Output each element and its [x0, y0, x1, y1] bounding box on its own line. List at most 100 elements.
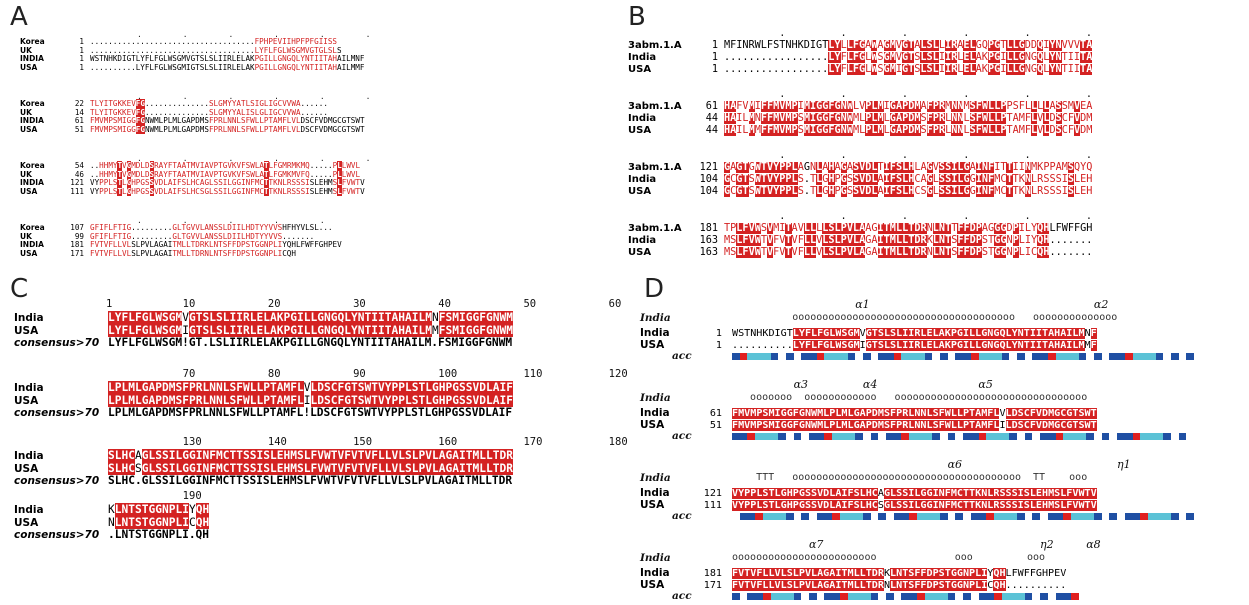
accessibility-cell — [832, 433, 840, 440]
sequence-start-number: 1 — [711, 64, 718, 75]
accessibility-cell — [893, 433, 902, 440]
sequence-start-number: 44 — [705, 125, 718, 136]
sequence-residues: WSTNHKDIGTLYFLFGLWSGMVGTSLSLIIRLELAKPGIL… — [732, 328, 1097, 339]
accessibility-cell — [886, 433, 894, 440]
accessibility-cell — [1094, 513, 1102, 520]
accessibility-cell — [1078, 513, 1087, 520]
sequence-residues: MSLFVWTVFVTVFLLVLSLPVLAGAITMLLTDRKLNTSFF… — [724, 235, 1093, 246]
accessibility-cell — [1117, 433, 1125, 440]
accessibility-cell — [801, 353, 810, 360]
alignment-row: India 163 MSLFVWTVFVTVFLLVLSLPVLAGAITMLLTD… — [620, 235, 1092, 247]
accessibility-cell — [1040, 513, 1048, 520]
position-tick-label: 190 — [182, 490, 202, 502]
alignment-row: USA 163 MSLFVWTVFVTVFLLVLSLPVLAGAITMLLTDRN… — [620, 247, 1092, 259]
accessibility-cell — [732, 593, 740, 600]
alignment-row: Korea 54 ..HHMYTVGMDLDSRAYFTAATMVIAVPTGVKV… — [0, 161, 361, 171]
accessibility-label: acc — [672, 430, 692, 442]
accessibility-cell — [839, 593, 848, 600]
helix-label: α5 — [978, 378, 993, 391]
accessibility-cell — [909, 353, 917, 360]
accessibility-cell — [963, 433, 971, 440]
sequence-start-number: 14 — [74, 107, 84, 117]
block-marker-dots: . . . . . . — [96, 91, 371, 101]
alignment-row: INDIA 61 FMVMPSMIGGFGNWMLPLMLGAPDMSFPRLNNL… — [0, 116, 365, 126]
accessibility-cell — [1017, 513, 1025, 520]
accessibility-cell — [1001, 433, 1010, 440]
sequence-residues: ..HHMYTVGMDLDSRAYFTAATMVIAVPTGVKVFSWLATL… — [90, 161, 361, 170]
accessibility-cell — [1178, 353, 1187, 360]
accessibility-cell — [1086, 513, 1095, 520]
sequence-residues: SLHCAGLSSILGGINFMCTTSSISLEHMSLFVWTVFVTVF… — [108, 449, 513, 462]
accessibility-cell — [755, 593, 763, 600]
accessibility-cell — [1047, 593, 1056, 600]
sequence-name: USA — [14, 394, 39, 407]
accessibility-label: acc — [672, 510, 692, 522]
accessibility-cell — [1109, 513, 1118, 520]
accessibility-cell — [1086, 353, 1095, 360]
accessibility-cell — [1040, 433, 1048, 440]
accessibility-cell — [824, 433, 833, 440]
sequence-residues: GCGTSWTVYPPLS.TLGHPGSSVDLAIFSLHCSGLSSILG… — [724, 186, 1093, 197]
position-tick-label: 180 — [608, 436, 628, 448]
consensus-label: consensus>70 — [14, 407, 100, 419]
accessibility-cell — [732, 433, 740, 440]
sequence-name: 3abm.1.A — [628, 40, 682, 51]
sequence-start-number: 99 — [74, 231, 84, 241]
accessibility-cell — [793, 433, 802, 440]
sequence-residues: FMVMPSMIGGFGNWMLPLMLGAPDMSFPRLNNLSFWLLPT… — [90, 124, 365, 134]
accessibility-cell — [1155, 353, 1164, 360]
alignment-row: USA NLNTSTGGNPLICQH — [0, 515, 210, 530]
sequence-name: India — [14, 450, 44, 462]
consensus-sequence: .LNTSTGGNPLI.QH — [108, 528, 210, 541]
position-tick-label: 130 — [182, 436, 202, 448]
sequence-residues: KLNTSTGGNPLIYQH — [108, 503, 210, 516]
accessibility-cell — [1040, 353, 1048, 360]
accessibility-cell — [732, 513, 740, 520]
panel-b: B . . . . . . 3abm.1.A 1 MFINRWLFSTNHKDIGTL… — [620, 0, 1249, 275]
sequence-residues: ....................................FPHP… — [90, 37, 337, 46]
accessibility-cell — [1032, 353, 1041, 360]
sequence-start-number: 181 — [699, 223, 718, 234]
sequence-name: USA — [20, 124, 38, 134]
accessibility-cell — [978, 593, 987, 600]
accessibility-cell — [1078, 433, 1087, 440]
accessibility-cell — [1140, 513, 1148, 520]
consensus-sequence: LPLMLGAPDMSFPRLNNLSFWLLPTAMFL!LDSCFGTSWT… — [108, 406, 513, 419]
accessibility-cell — [739, 593, 748, 600]
accessibility-cell — [1070, 513, 1079, 520]
accessibility-cell — [862, 593, 871, 600]
alignment-row: INDIA 181 FVTVFLLVLSLPVLAGAITMLLTDRKLNTSFF… — [0, 240, 342, 250]
sequence-residues: FVTVFLLVLSLPVLAGAITMLLTDRKLNTSFFDPSTGGNP… — [732, 568, 1067, 579]
alignment-row: India LYFLFGLWSGMVGTSLSLIIRLELAKPGILLGNGQ… — [0, 311, 513, 325]
accessibility-cell — [1017, 433, 1025, 440]
accessibility-cell — [847, 513, 856, 520]
sequence-name: 3abm.1.A — [628, 162, 682, 173]
accessibility-cell — [1040, 593, 1048, 600]
accessibility-cell — [793, 593, 802, 600]
accessibility-cell — [1032, 593, 1041, 600]
secondary-structure-name: India — [640, 392, 671, 404]
sequence-residues: MSLFVWTVFVTVFLLVLSLPVLAGAITMLLTDRNLNTSFF… — [724, 247, 1093, 258]
accessibility-cell — [1070, 353, 1079, 360]
sequence-name: USA — [640, 498, 665, 511]
sequence-residues: HAILMNFFMVMPSMIGGFGNWMLPLMLGAPDMSFPRLNNL… — [724, 113, 1093, 124]
alignment-row: Korea 107 GFIFLFTIG.........GLTGVVLANSSLDI… — [0, 223, 333, 233]
alignment-row: USA 1 .................LYFLFGLWSGMIGTSLSLI… — [620, 64, 1093, 76]
position-tick-label: 110 — [523, 368, 543, 380]
accessibility-cell — [785, 353, 794, 360]
accessibility-cell — [778, 353, 786, 360]
accessibility-cell — [893, 513, 902, 520]
sequence-name: India — [640, 407, 670, 419]
accessibility-cell — [785, 513, 794, 520]
accessibility-cell — [839, 353, 848, 360]
accessibility-cell — [747, 593, 756, 600]
accessibility-cell — [993, 513, 1002, 520]
sequence-residues: FMVMPSMIGGFGNWMLPLMLGAPDMSFPRLNNLSFWLLPT… — [732, 419, 1097, 431]
accessibility-cell — [1186, 513, 1195, 520]
alignment-row: 3abm.1.A 1 MFINRWLFSTNHKDIGTLYLLFGAWAGMVGT… — [620, 40, 1093, 52]
position-tick-label: 170 — [523, 436, 543, 448]
sequence-name: India — [14, 312, 44, 324]
accessibility-cell — [1124, 513, 1133, 520]
accessibility-cell — [901, 433, 910, 440]
accessibility-cell — [1047, 513, 1056, 520]
